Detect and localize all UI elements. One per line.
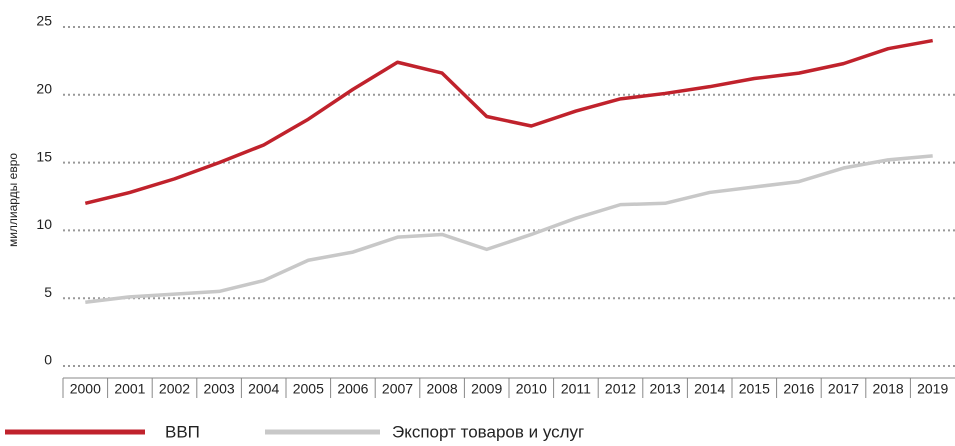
x-tick-label: 2010	[516, 381, 547, 397]
x-tick-label: 2013	[650, 381, 681, 397]
x-tick-label: 2015	[739, 381, 770, 397]
x-tick-label: 2009	[471, 381, 502, 397]
x-tick-label: 2018	[873, 381, 904, 397]
x-tick-label: 2002	[159, 381, 190, 397]
x-tick-label: 2012	[605, 381, 636, 397]
y-tick-label: 20	[36, 81, 52, 97]
x-tick-label: 2001	[114, 381, 145, 397]
y-tick-label: 5	[44, 284, 52, 300]
line-series	[84, 38, 934, 205]
x-tick-label: 2011	[561, 381, 591, 397]
x-tick-label: 2008	[427, 381, 458, 397]
x-tick-label: 2007	[382, 381, 413, 397]
legend-label: ВВП	[165, 422, 200, 441]
x-tick-label: 2014	[694, 381, 725, 397]
y-tick-label: 15	[36, 148, 52, 164]
x-tick-label: 2004	[248, 381, 279, 397]
x-tick-label: 2019	[917, 381, 948, 397]
x-tick-label: 2016	[783, 381, 814, 397]
x-tick-label: 2006	[337, 381, 368, 397]
x-tick-label: 2000	[70, 381, 101, 397]
line-series	[85, 154, 933, 305]
x-tick-label: 2005	[293, 381, 324, 397]
y-axis-label: миллиарды евро	[6, 153, 20, 247]
x-tick-label: 2017	[828, 381, 859, 397]
y-tick-label: 10	[36, 216, 52, 232]
legend-label: Экспорт товаров и услуг	[392, 422, 584, 441]
y-tick-label: 0	[44, 352, 52, 368]
y-tick-label: 25	[36, 13, 52, 29]
x-tick-label: 2003	[204, 381, 235, 397]
